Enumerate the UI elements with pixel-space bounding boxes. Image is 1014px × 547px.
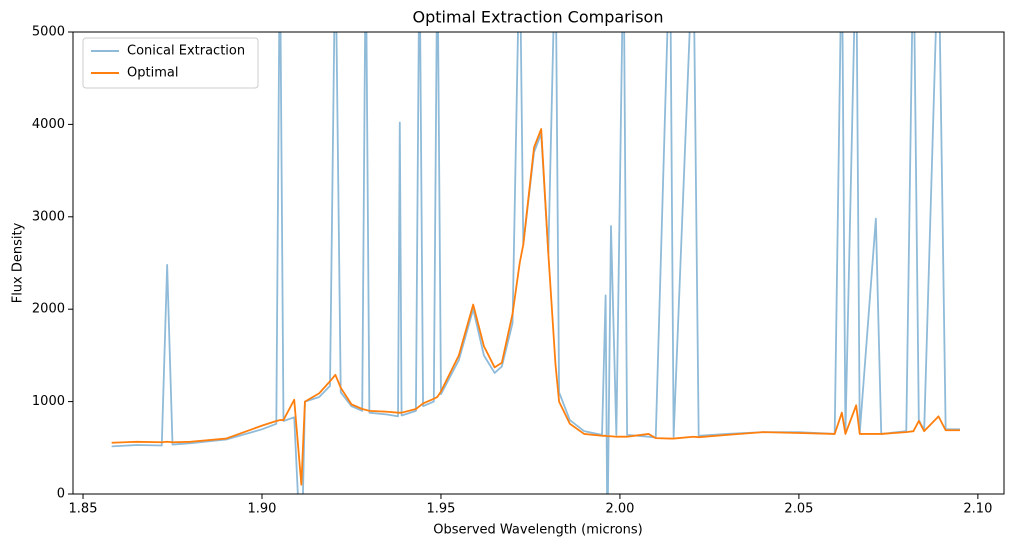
series-line xyxy=(111,128,960,486)
y-axis-label: Flux Density xyxy=(11,222,26,303)
x-tick-label: 1.90 xyxy=(248,502,277,517)
y-tick-label: 3000 xyxy=(32,209,65,224)
x-tick-label: 2.00 xyxy=(605,502,634,517)
axes-frame xyxy=(72,31,1005,495)
legend-label: Optimal xyxy=(127,66,178,81)
x-tick-label: 2.10 xyxy=(963,502,992,517)
y-tick-label: 5000 xyxy=(32,25,65,40)
y-tick-label: 1000 xyxy=(32,394,65,409)
y-tick-label: 2000 xyxy=(32,302,65,317)
y-tick-label: 4000 xyxy=(32,117,65,132)
x-tick-label: 1.85 xyxy=(69,502,98,517)
chart-title: Optimal Extraction Comparison xyxy=(413,8,664,27)
series-line xyxy=(111,32,960,494)
legend-box xyxy=(82,37,259,89)
y-tick-label: 0 xyxy=(57,487,65,502)
x-axis-label: Observed Wavelength (microns) xyxy=(433,523,643,538)
x-tick-label: 1.95 xyxy=(426,502,455,517)
plot-area xyxy=(73,32,1004,494)
lines xyxy=(111,32,960,494)
x-tick-label: 2.05 xyxy=(784,502,813,517)
legend-label: Conical Extraction xyxy=(127,44,245,59)
